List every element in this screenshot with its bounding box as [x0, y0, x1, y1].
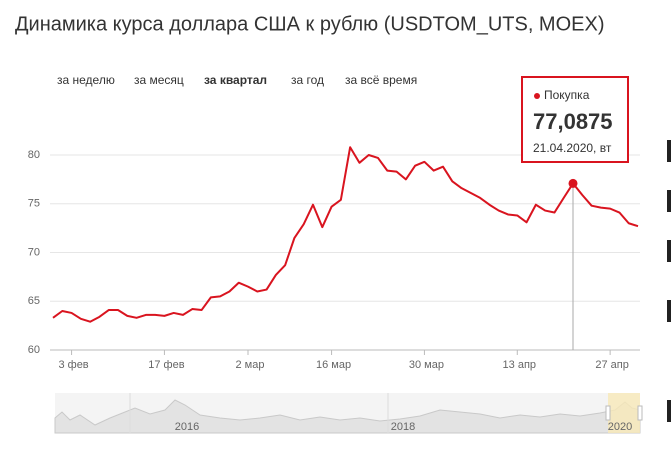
- navigator-label: 2016: [175, 421, 199, 433]
- highlight-point: [568, 178, 578, 188]
- period-tab[interactable]: за неделю: [57, 73, 115, 87]
- edge-block: [667, 240, 671, 262]
- period-tab[interactable]: за год: [291, 73, 324, 87]
- price-line: [52, 146, 639, 323]
- period-tab[interactable]: за квартал: [204, 73, 267, 87]
- period-tabs: за неделю за месяц за квартал за год за всё …: [57, 73, 417, 87]
- tooltip-label: Покупка: [544, 88, 590, 102]
- chart-title: Динамика курса доллара США к рублю (USDT…: [15, 13, 604, 35]
- period-tab[interactable]: за всё время: [345, 73, 417, 87]
- tooltip-date: 21.04.2020, вт: [533, 141, 612, 155]
- y-tick-label: 65: [28, 295, 40, 307]
- navigator-handle[interactable]: [637, 405, 643, 421]
- y-tick-label: 70: [28, 246, 40, 258]
- navigator-area: [54, 399, 641, 434]
- x-tick-label: 27 апр: [595, 359, 628, 371]
- period-tab[interactable]: за месяц: [134, 73, 184, 87]
- edge-block: [667, 300, 671, 322]
- x-tick-label: 13 апр: [503, 359, 536, 371]
- navigator-label: 2020: [608, 421, 632, 433]
- tooltip-dot: [534, 93, 540, 99]
- tooltip-box: [521, 76, 629, 163]
- x-tick-label: 3 фев: [58, 359, 88, 371]
- side-edge: [667, 140, 671, 422]
- edge-block: [667, 140, 671, 162]
- y-tick-label: 80: [28, 149, 40, 161]
- x-tick-label: 2 мар: [236, 359, 265, 371]
- y-tick-label: 75: [28, 198, 40, 210]
- navigator-handle[interactable]: [605, 405, 611, 421]
- y-tick-label: 60: [28, 344, 40, 356]
- navigator-label: 2018: [391, 421, 415, 433]
- x-tick-label: 17 фев: [148, 359, 184, 371]
- edge-block: [667, 400, 671, 422]
- x-tick-label: 30 мар: [409, 359, 444, 371]
- edge-block: [667, 190, 671, 212]
- navigator-selection[interactable]: [608, 393, 640, 433]
- x-tick-label: 16 мар: [316, 359, 351, 371]
- navigator: 2016 2018 2020: [54, 393, 643, 434]
- tooltip-value: 77,0875: [533, 109, 613, 134]
